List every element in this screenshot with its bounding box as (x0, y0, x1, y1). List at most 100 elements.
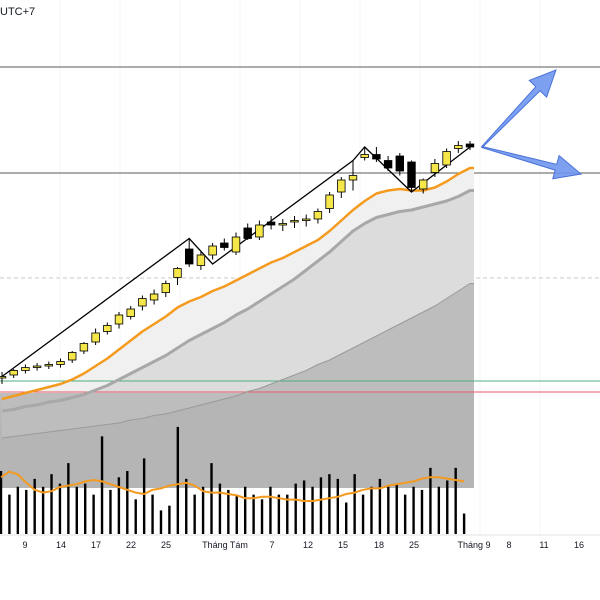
candle-body (0, 376, 7, 379)
candle-body (56, 361, 65, 365)
volume-bar (58, 483, 62, 534)
candle (196, 252, 206, 270)
volume-bar (294, 483, 297, 534)
candle (126, 306, 135, 320)
candle (372, 147, 381, 162)
candle (255, 220, 264, 240)
candle-body (231, 236, 241, 253)
volume-bar (370, 486, 373, 534)
candle (465, 141, 475, 150)
x-tick-label: 25 (161, 540, 171, 550)
candle (407, 160, 416, 192)
candle-body (149, 293, 159, 301)
candle (278, 219, 287, 231)
volume-bar (75, 486, 78, 534)
volume-bar (269, 486, 272, 534)
candle (161, 280, 170, 297)
x-tick-label: 14 (56, 540, 66, 550)
candle-body (184, 248, 194, 265)
volume-bar (412, 486, 415, 534)
candle (454, 141, 463, 153)
x-tick-label: 25 (409, 540, 419, 550)
candle (418, 178, 428, 194)
candle (79, 342, 89, 354)
volume-bar (302, 480, 306, 534)
volume-bar (311, 486, 314, 534)
volume-bar (437, 486, 441, 534)
candle (266, 216, 276, 230)
volume-bar (235, 494, 238, 534)
volume-bar (252, 494, 255, 534)
candle-body (395, 155, 404, 172)
volume-bar (109, 489, 112, 534)
candle-body (407, 161, 416, 188)
candle (313, 208, 323, 224)
candle-body (161, 283, 170, 293)
projection-arrow-right (481, 145, 583, 180)
volume-bar (319, 477, 323, 534)
volume-bar (142, 458, 146, 534)
volume-bar (0, 471, 3, 534)
candle (173, 267, 182, 285)
candle-body (243, 227, 252, 239)
volume-bar (227, 489, 230, 534)
volume-bar (395, 483, 398, 534)
candle (138, 295, 147, 311)
volume-bar (100, 436, 104, 534)
slow-ma-area (0, 283, 474, 438)
volume-bar (168, 505, 171, 534)
x-tick-label: 8 (506, 540, 511, 550)
volume-bar (429, 467, 432, 534)
volume-bar (277, 494, 281, 534)
volume-bar (176, 426, 180, 534)
candle-body (360, 154, 369, 158)
candle-body (220, 242, 229, 248)
candle (395, 153, 404, 176)
volume-bar (403, 494, 407, 534)
candle (103, 322, 112, 335)
candle-body (196, 254, 206, 266)
candle (220, 238, 229, 251)
candle (9, 369, 18, 378)
volume-ma-line (0, 470, 465, 502)
candle (231, 232, 241, 255)
candle (21, 364, 30, 374)
volume-bar (159, 510, 163, 534)
timezone-label: UTC+7 (0, 6, 36, 18)
x-tick-label: 17 (91, 540, 101, 550)
candle (56, 358, 65, 368)
candle-body (32, 365, 42, 368)
candle-body (255, 224, 264, 238)
candle (149, 289, 159, 305)
candle-body (290, 220, 299, 223)
candle (337, 177, 346, 198)
candle-body (372, 154, 381, 160)
candle-body (138, 298, 147, 307)
ema-line (1, 166, 474, 401)
candle-body (208, 245, 217, 256)
candle (348, 160, 358, 191)
candle-body (114, 314, 124, 325)
volume-bar (260, 499, 264, 534)
volume-bar (33, 478, 36, 534)
x-tick-label: 16 (574, 540, 584, 550)
candle-body (418, 179, 428, 190)
volume-bar (8, 494, 11, 534)
x-tick-label: Tháng Tám (202, 540, 248, 550)
candle-body (337, 179, 346, 193)
candle-body (173, 268, 182, 278)
candle-body (442, 151, 451, 166)
candle-body (430, 163, 440, 173)
volume-bar (41, 486, 45, 534)
volume-bar (446, 480, 449, 534)
mid-ma-line (1, 189, 474, 413)
volume-bar (420, 489, 424, 534)
x-tick-label: 7 (269, 540, 274, 550)
volume-bar (201, 486, 205, 534)
candle (301, 214, 311, 227)
volume-bars (0, 426, 466, 534)
candle (430, 159, 440, 177)
candle (0, 372, 7, 384)
candle (184, 238, 194, 267)
